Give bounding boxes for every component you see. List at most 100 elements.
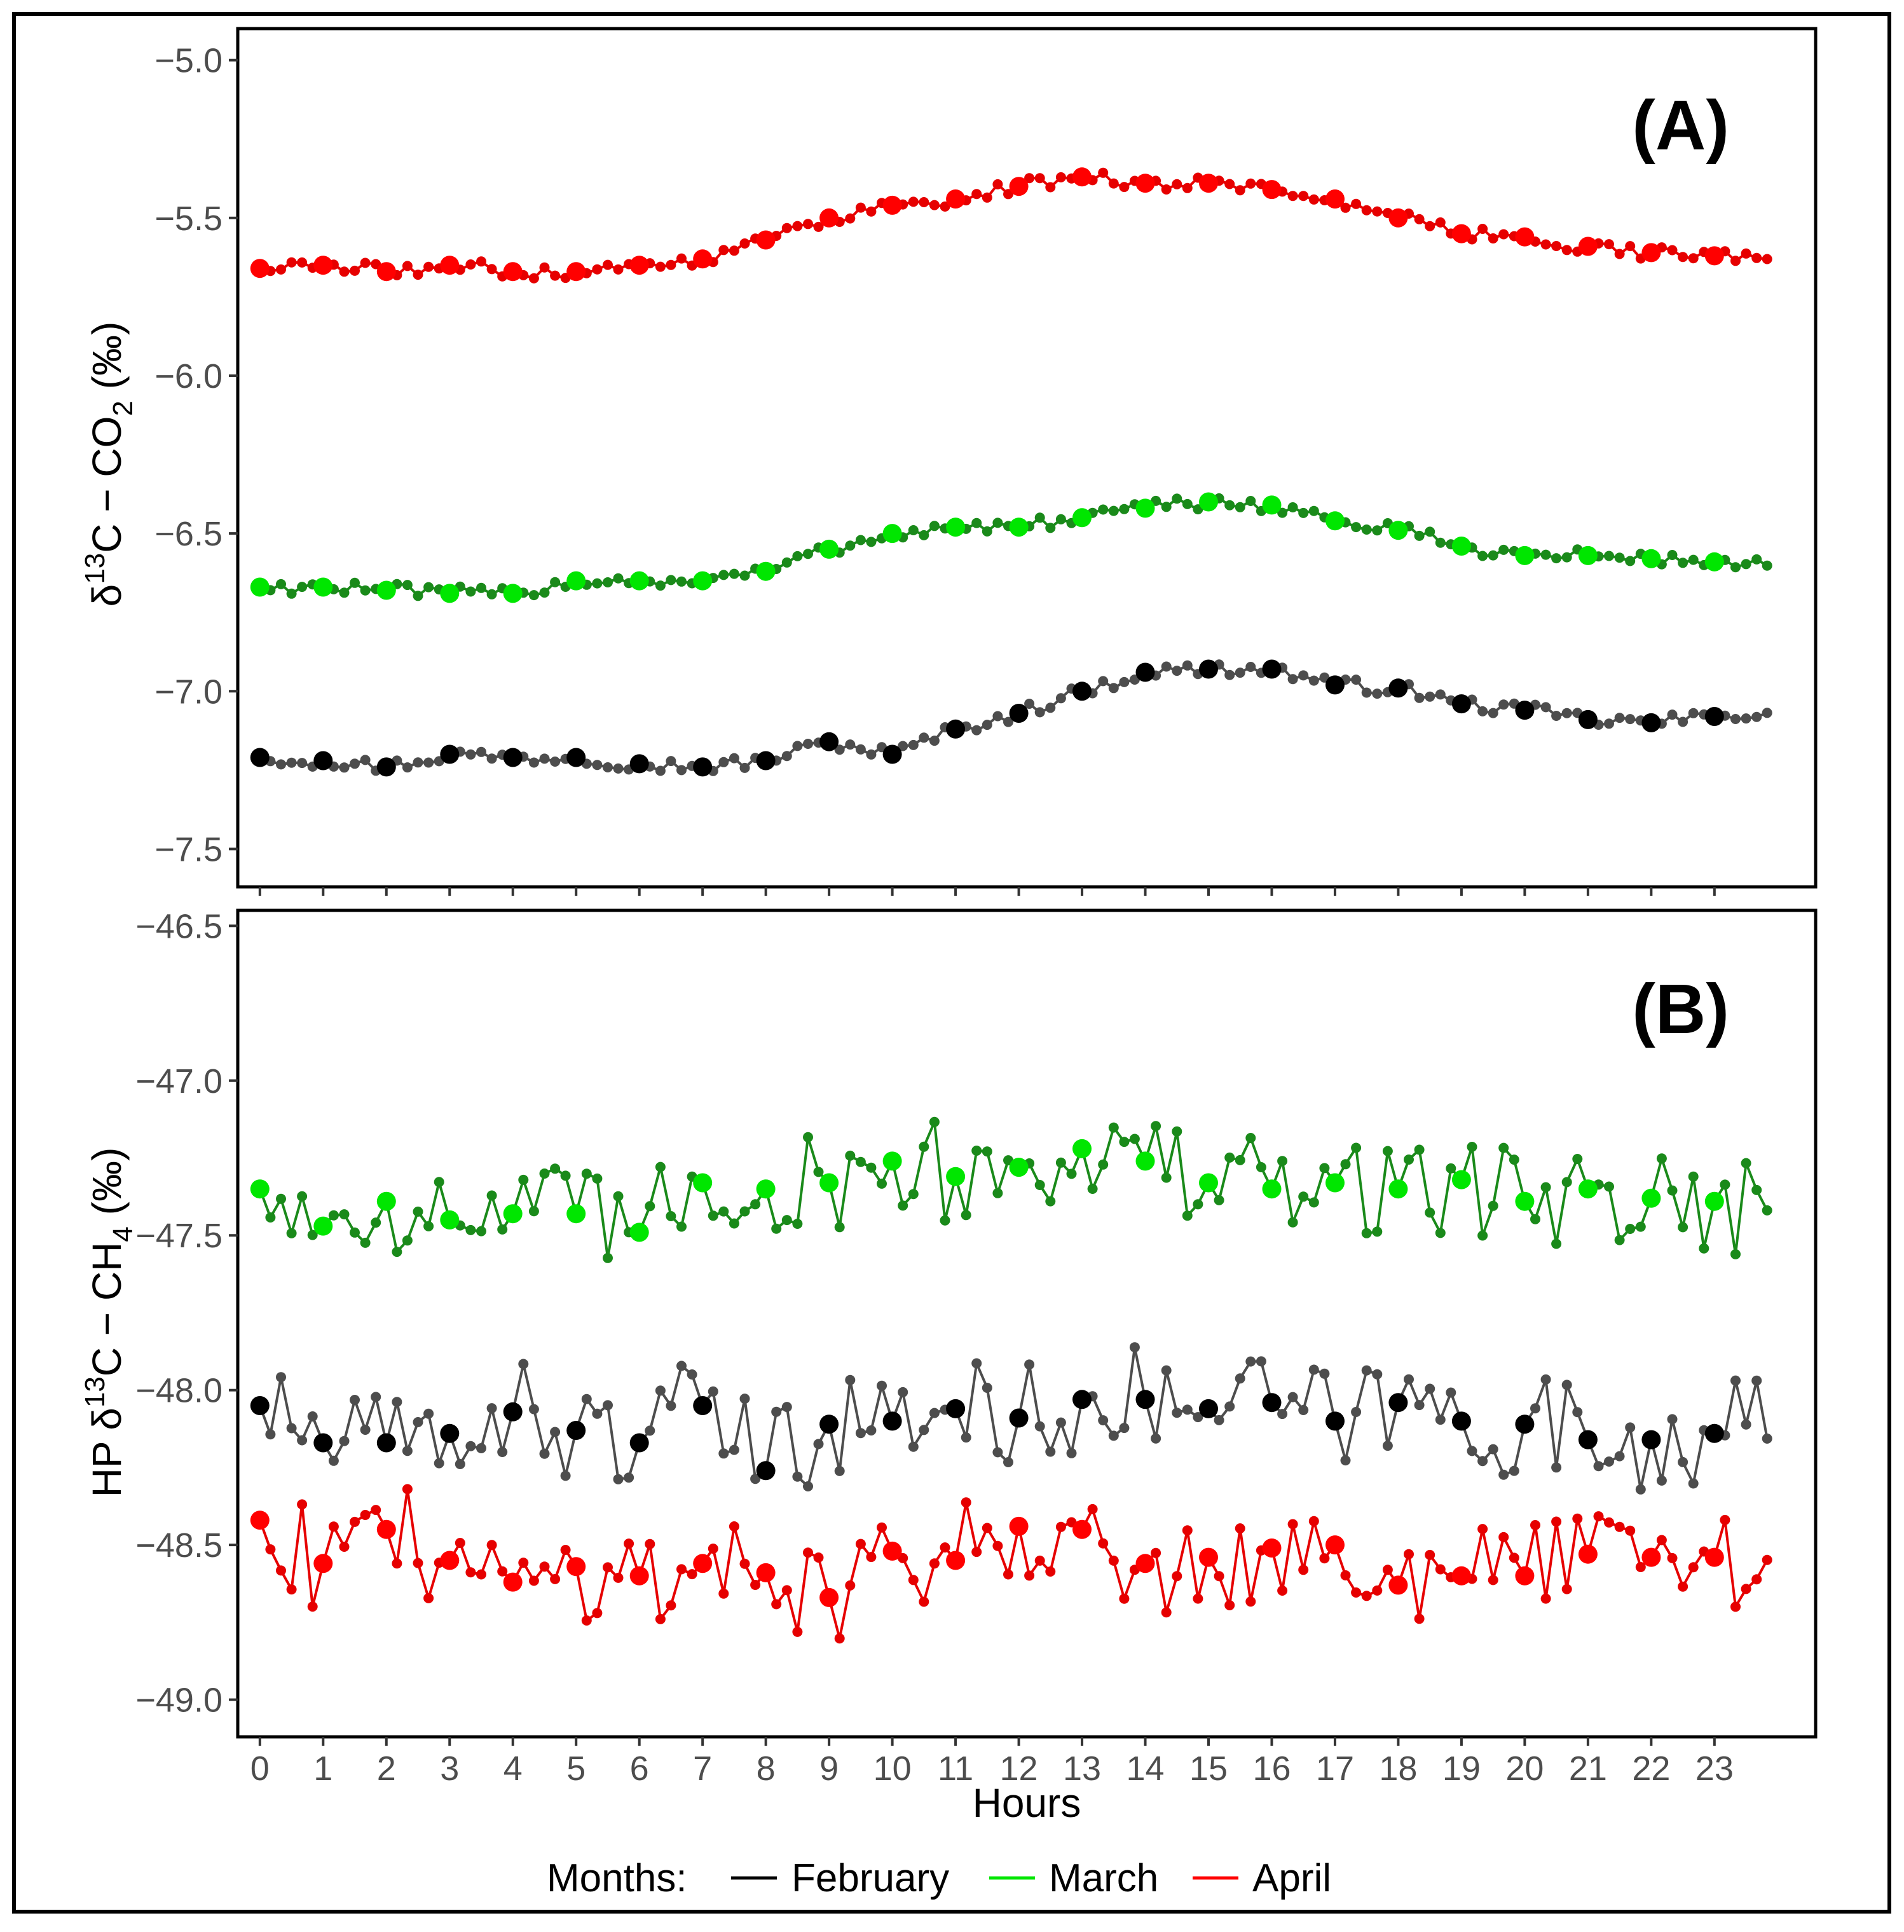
panel-a-hourly-point-march — [1515, 545, 1535, 565]
panel-a-point-april — [971, 189, 982, 200]
panel-a-point-february — [971, 725, 982, 736]
panel-a-point-february — [1182, 660, 1193, 671]
panel-a-point-march — [971, 517, 982, 528]
panel-a-point-march — [550, 577, 561, 587]
panel-b-point-february — [1003, 1457, 1013, 1467]
panel-b-point-april — [1561, 1584, 1572, 1594]
panel-b-hourly-point-april — [1072, 1519, 1092, 1539]
panel-a-point-march — [423, 582, 434, 593]
panel-a-point-april — [1024, 173, 1035, 184]
panel-a-frame — [236, 27, 1818, 889]
panel-b-point-february — [486, 1403, 497, 1414]
panel-b-point-february — [1540, 1374, 1551, 1385]
x-tick-label: 2 — [377, 1750, 396, 1788]
panel-b-hourly-point-march — [440, 1210, 460, 1230]
panel-b-hourly-point-march — [1578, 1179, 1598, 1199]
panel-b-point-february — [982, 1383, 992, 1393]
panel-b-point-february — [845, 1374, 856, 1385]
panel-a-hourly-point-march — [946, 517, 966, 537]
panel-b-hourly-point-march — [250, 1179, 270, 1199]
panel-a-point-march — [729, 568, 739, 579]
panel-b-hourly-point-march — [1515, 1191, 1535, 1211]
panel-a-point-april — [286, 257, 297, 268]
panel-a-point-april — [423, 261, 434, 272]
panel-b-point-february — [1551, 1462, 1562, 1473]
panel-b-point-february — [971, 1358, 982, 1369]
panel-b-hourly-point-april — [503, 1572, 523, 1592]
panel-b-point-february — [1467, 1446, 1477, 1456]
panel-b-point-april — [961, 1497, 971, 1508]
panel-a-point-march — [982, 526, 992, 537]
panel-a-hourly-point-february — [1451, 694, 1471, 714]
panel-b-point-april — [1361, 1591, 1372, 1601]
panel-b-point-march — [1530, 1214, 1540, 1224]
panel-b-point-april — [803, 1547, 813, 1558]
panel-b-point-february — [550, 1427, 561, 1437]
panel-a-point-february — [1604, 718, 1614, 729]
panel-a-point-april — [1245, 178, 1256, 189]
panel-a-point-march — [1614, 552, 1625, 563]
panel-a-point-february — [413, 757, 423, 768]
panel-b-point-february — [1351, 1407, 1362, 1417]
x-tick-label: 19 — [1442, 1750, 1481, 1788]
panel-b-point-february — [434, 1458, 444, 1469]
panel-b-point-march — [1678, 1222, 1688, 1233]
panel-b-point-february — [265, 1429, 276, 1440]
panel-a-point-april — [486, 264, 497, 275]
panel-b-point-april — [1625, 1525, 1636, 1536]
panel-a-point-march — [297, 582, 308, 593]
panel-a-point-march — [1477, 551, 1488, 561]
panel-a-point-march — [1488, 550, 1498, 561]
panel-b-point-february — [898, 1387, 908, 1397]
panel-a-hourly-point-march — [313, 577, 333, 597]
panel-b-point-february — [855, 1428, 866, 1439]
panel-b-y-axis-title-sup: 13 — [79, 1376, 111, 1408]
x-tick-label: 12 — [1000, 1750, 1038, 1788]
panel-a-point-march — [992, 517, 1003, 528]
panel-b-point-april — [1762, 1554, 1772, 1565]
panel-b-point-april — [360, 1510, 371, 1520]
panel-a-point-march — [803, 549, 813, 559]
panel-b-hourly-point-april — [1388, 1575, 1408, 1595]
panel-a-hourly-point-april — [1072, 167, 1092, 187]
panel-a-hourly-point-april — [1704, 246, 1724, 266]
panel-a-hourly-point-february — [756, 751, 776, 771]
panel-b-point-march — [1108, 1122, 1119, 1133]
panel-b-point-february — [423, 1408, 434, 1419]
panel-b-point-april — [328, 1521, 339, 1532]
panel-a-point-march — [1308, 505, 1319, 516]
panel-b-point-april — [1509, 1552, 1519, 1563]
panel-b-point-april — [1308, 1516, 1319, 1526]
panel-a-hourly-point-april — [250, 259, 270, 278]
panel-a-point-february — [1488, 708, 1498, 718]
panel-b-point-march — [866, 1162, 877, 1173]
panel-a-hourly-point-february — [1325, 675, 1345, 695]
panel-a-hourly-point-april — [1009, 177, 1029, 196]
panel-b-point-february — [961, 1432, 971, 1443]
panel-b-point-march — [834, 1222, 845, 1233]
panel-a-hourly-point-february — [946, 719, 966, 739]
panel-b-point-february — [655, 1385, 666, 1396]
panel-b-point-march — [1635, 1221, 1646, 1232]
panel-b-point-march — [1509, 1154, 1519, 1165]
panel-a-point-february — [919, 732, 929, 743]
panel-a-point-march — [603, 577, 613, 587]
x-tick-label: 7 — [693, 1750, 712, 1788]
panel-b-point-april — [908, 1575, 919, 1586]
panel-b-point-february — [645, 1425, 655, 1436]
panel-b-y-axis: −46.5 −47.0 −47.5 −48.0 −48.5 −49.0 — [135, 907, 1716, 1746]
panel-b-point-february — [687, 1369, 697, 1380]
panel-b-point-april — [792, 1626, 803, 1637]
panel-b-hourly-point-march — [946, 1167, 966, 1186]
panel-b-point-april — [1372, 1585, 1383, 1596]
panel-a-point-april — [655, 261, 666, 272]
panel-b-point-march — [1498, 1142, 1509, 1153]
panel-b-point-march — [1414, 1144, 1425, 1155]
panel-a-hourly-point-april — [819, 208, 839, 228]
panel-a-point-april — [1287, 191, 1298, 202]
panel-b-point-april — [1614, 1521, 1625, 1532]
panel-b-point-february — [1024, 1359, 1035, 1370]
panel-b-point-february — [866, 1425, 877, 1435]
panel-b-point-february — [1034, 1421, 1045, 1432]
